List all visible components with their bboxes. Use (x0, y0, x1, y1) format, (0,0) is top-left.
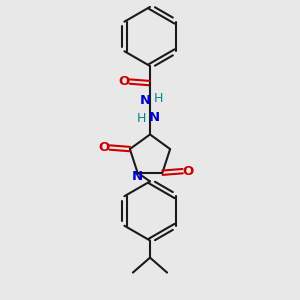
Text: N: N (149, 111, 160, 124)
Text: N: N (140, 94, 151, 107)
Text: O: O (183, 165, 194, 178)
Text: H: H (154, 92, 164, 106)
Text: O: O (98, 141, 110, 154)
Text: O: O (118, 75, 130, 88)
Text: N: N (132, 170, 143, 183)
Text: H: H (136, 112, 146, 125)
